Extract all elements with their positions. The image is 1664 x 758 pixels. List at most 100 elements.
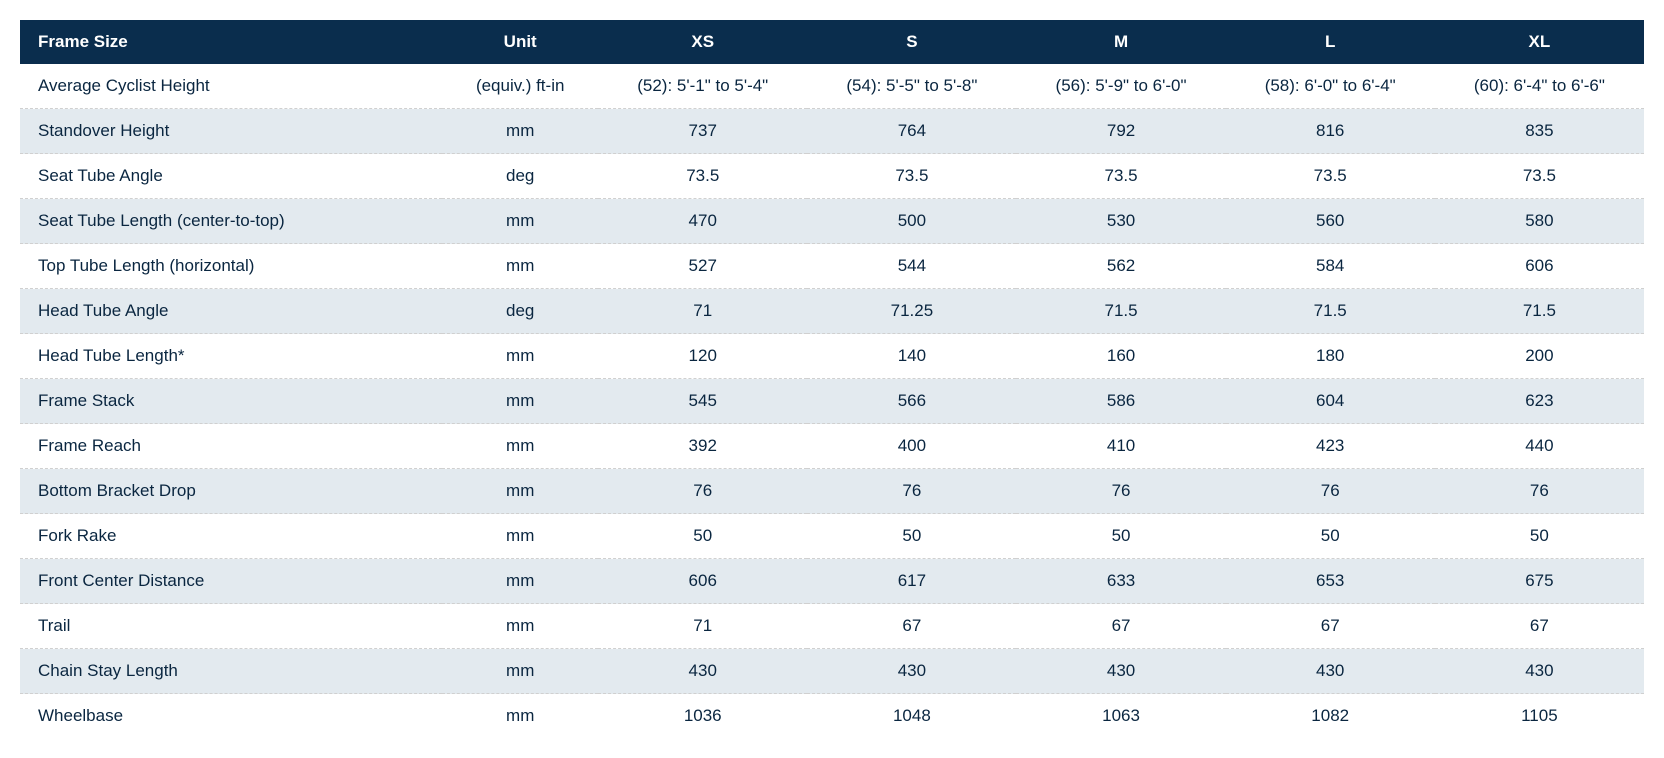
row-unit: mm: [442, 244, 598, 289]
th-xl: XL: [1435, 20, 1644, 64]
row-label: Head Tube Length*: [20, 334, 442, 379]
row-value: 586: [1016, 379, 1225, 424]
row-value: 1082: [1226, 694, 1435, 739]
row-value: 835: [1435, 109, 1644, 154]
table-row: Head Tube Angledeg7171.2571.571.571.5: [20, 289, 1644, 334]
row-unit: mm: [442, 604, 598, 649]
row-value: 71.5: [1226, 289, 1435, 334]
row-value: (52): 5'-1" to 5'-4": [598, 64, 807, 109]
row-value: 76: [1435, 469, 1644, 514]
row-value: 76: [1226, 469, 1435, 514]
row-label: Standover Height: [20, 109, 442, 154]
row-value: 633: [1016, 559, 1225, 604]
row-value: (60): 6'-4" to 6'-6": [1435, 64, 1644, 109]
row-value: 50: [598, 514, 807, 559]
row-unit: deg: [442, 289, 598, 334]
table-row: Wheelbasemm10361048106310821105: [20, 694, 1644, 739]
row-value: 530: [1016, 199, 1225, 244]
table-row: Standover Heightmm737764792816835: [20, 109, 1644, 154]
row-value: 50: [1435, 514, 1644, 559]
row-value: 430: [1435, 649, 1644, 694]
row-value: 67: [1226, 604, 1435, 649]
table-row: Frame Stackmm545566586604623: [20, 379, 1644, 424]
row-value: 73.5: [1435, 154, 1644, 199]
row-value: 430: [1226, 649, 1435, 694]
table-row: Bottom Bracket Dropmm7676767676: [20, 469, 1644, 514]
row-value: (58): 6'-0" to 6'-4": [1226, 64, 1435, 109]
row-unit: (equiv.) ft-in: [442, 64, 598, 109]
row-value: 73.5: [1016, 154, 1225, 199]
row-unit: mm: [442, 514, 598, 559]
row-unit: mm: [442, 559, 598, 604]
th-m: M: [1016, 20, 1225, 64]
row-value: 604: [1226, 379, 1435, 424]
th-l: L: [1226, 20, 1435, 64]
table-header: Frame Size Unit XS S M L XL: [20, 20, 1644, 64]
row-value: 653: [1226, 559, 1435, 604]
row-label: Fork Rake: [20, 514, 442, 559]
row-value: 584: [1226, 244, 1435, 289]
row-value: 430: [598, 649, 807, 694]
row-value: 764: [807, 109, 1016, 154]
row-value: 120: [598, 334, 807, 379]
th-frame-size: Frame Size: [20, 20, 442, 64]
row-label: Trail: [20, 604, 442, 649]
row-label: Chain Stay Length: [20, 649, 442, 694]
row-value: 400: [807, 424, 1016, 469]
row-unit: mm: [442, 469, 598, 514]
row-value: 1048: [807, 694, 1016, 739]
row-value: 50: [1016, 514, 1225, 559]
row-value: 71.5: [1016, 289, 1225, 334]
row-label: Seat Tube Angle: [20, 154, 442, 199]
row-label: Seat Tube Length (center-to-top): [20, 199, 442, 244]
row-value: 816: [1226, 109, 1435, 154]
row-value: 737: [598, 109, 807, 154]
row-value: 1063: [1016, 694, 1225, 739]
row-label: Bottom Bracket Drop: [20, 469, 442, 514]
row-value: 71.25: [807, 289, 1016, 334]
table-row: Front Center Distancemm606617633653675: [20, 559, 1644, 604]
row-value: 500: [807, 199, 1016, 244]
row-value: 580: [1435, 199, 1644, 244]
row-unit: mm: [442, 109, 598, 154]
row-value: 623: [1435, 379, 1644, 424]
row-value: 430: [1016, 649, 1225, 694]
row-value: 76: [598, 469, 807, 514]
row-value: 76: [1016, 469, 1225, 514]
row-label: Average Cyclist Height: [20, 64, 442, 109]
row-value: (54): 5'-5" to 5'-8": [807, 64, 1016, 109]
row-label: Frame Reach: [20, 424, 442, 469]
row-value: 50: [807, 514, 1016, 559]
row-value: 50: [1226, 514, 1435, 559]
row-unit: mm: [442, 694, 598, 739]
row-value: 560: [1226, 199, 1435, 244]
row-value: 544: [807, 244, 1016, 289]
row-value: 73.5: [598, 154, 807, 199]
row-value: 617: [807, 559, 1016, 604]
row-value: 140: [807, 334, 1016, 379]
row-value: 566: [807, 379, 1016, 424]
row-value: 1105: [1435, 694, 1644, 739]
table-row: Head Tube Length*mm120140160180200: [20, 334, 1644, 379]
row-label: Front Center Distance: [20, 559, 442, 604]
row-unit: mm: [442, 424, 598, 469]
row-value: 410: [1016, 424, 1225, 469]
row-unit: mm: [442, 649, 598, 694]
row-label: Wheelbase: [20, 694, 442, 739]
row-value: 606: [598, 559, 807, 604]
row-value: 67: [807, 604, 1016, 649]
row-value: 71: [598, 604, 807, 649]
table-body: Average Cyclist Height(equiv.) ft-in(52)…: [20, 64, 1644, 738]
row-value: 675: [1435, 559, 1644, 604]
row-value: 71: [598, 289, 807, 334]
table-row: Seat Tube Angledeg73.573.573.573.573.5: [20, 154, 1644, 199]
th-s: S: [807, 20, 1016, 64]
table-row: Chain Stay Lengthmm430430430430430: [20, 649, 1644, 694]
row-value: 423: [1226, 424, 1435, 469]
row-value: 180: [1226, 334, 1435, 379]
row-value: 562: [1016, 244, 1225, 289]
table-row: Seat Tube Length (center-to-top)mm470500…: [20, 199, 1644, 244]
row-value: 606: [1435, 244, 1644, 289]
row-value: 73.5: [1226, 154, 1435, 199]
row-unit: mm: [442, 379, 598, 424]
